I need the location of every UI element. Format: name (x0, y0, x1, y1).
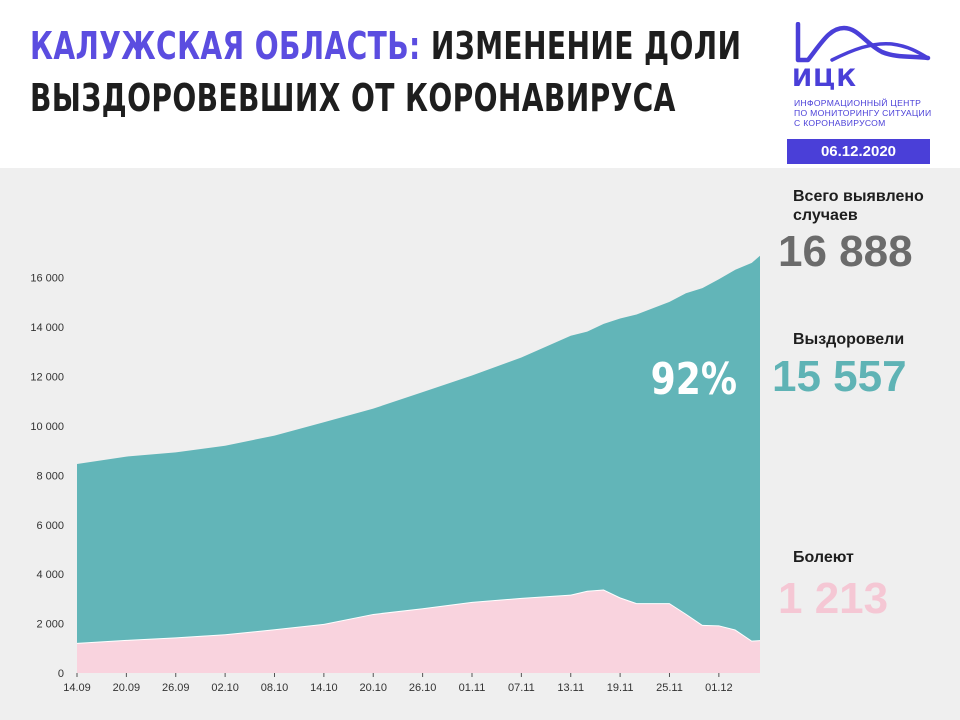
logo-wave-icon (795, 22, 931, 63)
y-tick-label: 0 (58, 668, 64, 680)
y-tick-label: 8 000 (36, 470, 64, 482)
logo-text-line: ПО МОНИТОРИНГУ СИТУАЦИИ (794, 108, 932, 118)
y-tick-label: 16 000 (30, 273, 64, 285)
title-line2: ВЫЗДОРОВЕВШИХ ОТ КОРОНАВИРУСА (30, 76, 676, 120)
sick-area (77, 589, 760, 673)
x-tick-label: 14.09 (63, 682, 91, 694)
x-tick-label: 19.11 (607, 682, 634, 694)
recovered-label: Выздоровели (793, 331, 905, 348)
x-tick-label: 25.11 (656, 682, 683, 694)
x-tick-label: 14.10 (310, 682, 338, 694)
recovered-area (77, 255, 760, 643)
x-tick-label: 08.10 (261, 682, 289, 694)
area-chart: 0 2 000 4 000 6 000 8 000 10 000 12 000 14 000 1… (30, 255, 761, 694)
logo-abbr: ИЦК (792, 64, 857, 92)
y-tick-label: 14 000 (30, 322, 64, 334)
x-tick-label: 20.10 (359, 682, 387, 694)
title-region: КАЛУЖСКАЯ ОБЛАСТЬ: (30, 24, 421, 68)
y-tick-label: 12 000 (30, 372, 64, 384)
logo-text-line: С КОРОНАВИРУСОМ (794, 118, 886, 128)
logo-text-line: ИНФОРМАЦИОННЫЙ ЦЕНТР (794, 98, 922, 108)
page-title: КАЛУЖСКАЯ ОБЛАСТЬ: ИЗМЕНЕНИЕ ДОЛИ ВЫЗДОРО… (30, 20, 741, 124)
x-tick-label: 26.10 (409, 682, 437, 694)
y-tick-label: 10 000 (30, 421, 64, 433)
chart-panel: 0 2 000 4 000 6 000 8 000 10 000 12 000 14 000 1… (0, 168, 960, 720)
x-tick-label: 02.10 (211, 682, 239, 694)
x-tick-label: 26.09 (162, 682, 190, 694)
total-label: Всего выявлено случаев (793, 188, 924, 224)
recovered-share-label: 92% (651, 355, 737, 405)
logo-text: ИНФОРМАЦИОННЫЙ ЦЕНТР ПО МОНИТОРИНГУ СИТУ… (794, 98, 934, 128)
date-badge: 06.12.2020 (787, 139, 930, 164)
y-tick-label: 6 000 (36, 520, 64, 532)
y-tick-label: 4 000 (36, 569, 64, 581)
x-tick-label: 20.09 (113, 682, 141, 694)
x-tick-label: 01.11 (459, 682, 486, 694)
x-tick-label: 01.12 (705, 682, 733, 694)
x-tick-label: 13.11 (557, 682, 584, 694)
sick-label: Болеют (793, 549, 854, 566)
header: КАЛУЖСКАЯ ОБЛАСТЬ: ИЗМЕНЕНИЕ ДОЛИ ВЫЗДОРО… (0, 0, 960, 168)
y-tick-label: 2 000 (36, 619, 64, 631)
total-value: 16 888 (778, 227, 913, 276)
recovered-value: 15 557 (772, 352, 907, 401)
title-line1: ИЗМЕНЕНИЕ ДОЛИ (430, 24, 742, 68)
x-tick-label: 07.11 (508, 682, 535, 694)
sick-value: 1 213 (778, 574, 889, 623)
